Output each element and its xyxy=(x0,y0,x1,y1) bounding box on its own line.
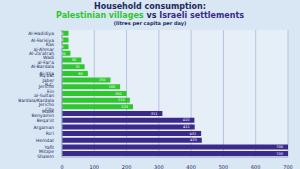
svg-text:MitzpeShalem: MitzpeShalem xyxy=(37,149,54,159)
svg-text:410: 410 xyxy=(183,118,190,122)
svg-text:20: 20 xyxy=(59,38,63,42)
svg-text:433: 433 xyxy=(190,138,197,142)
svg-text:60: 60 xyxy=(72,58,76,62)
svg-text:700: 700 xyxy=(276,145,283,149)
svg-text:180: 180 xyxy=(108,85,115,89)
svg-text:Al-Hadidiya: Al-Hadidiya xyxy=(28,31,54,36)
svg-text:80: 80 xyxy=(78,72,82,76)
svg-text:Argaman: Argaman xyxy=(34,125,55,130)
svg-text:431: 431 xyxy=(189,132,196,136)
svg-text:20: 20 xyxy=(59,32,63,36)
svg-text:Beqa'ot: Beqa'ot xyxy=(37,118,54,123)
svg-text:700: 700 xyxy=(283,164,292,169)
svg-text:70: 70 xyxy=(75,65,79,69)
svg-text:311: 311 xyxy=(151,112,158,116)
svg-text:20: 20 xyxy=(59,45,63,49)
svg-text:150: 150 xyxy=(99,78,106,82)
svg-text:Ro'i: Ro'i xyxy=(46,131,54,136)
svg-text:Hemdat: Hemdat xyxy=(36,138,54,143)
svg-text:0: 0 xyxy=(60,164,63,169)
svg-text:Al-Bardala: Al-Bardala xyxy=(31,64,54,69)
svg-text:26: 26 xyxy=(61,52,65,56)
svg-text:300: 300 xyxy=(154,164,164,169)
svg-text:500: 500 xyxy=(219,164,229,169)
svg-text:411: 411 xyxy=(183,125,190,129)
svg-text:200: 200 xyxy=(122,164,132,169)
svg-text:210: 210 xyxy=(118,98,125,102)
svg-text:220: 220 xyxy=(121,105,128,109)
svg-text:400: 400 xyxy=(186,164,196,169)
svg-text:600: 600 xyxy=(251,164,261,169)
svg-text:700: 700 xyxy=(276,152,283,156)
svg-text:100: 100 xyxy=(90,164,100,169)
svg-text:200: 200 xyxy=(115,92,122,96)
